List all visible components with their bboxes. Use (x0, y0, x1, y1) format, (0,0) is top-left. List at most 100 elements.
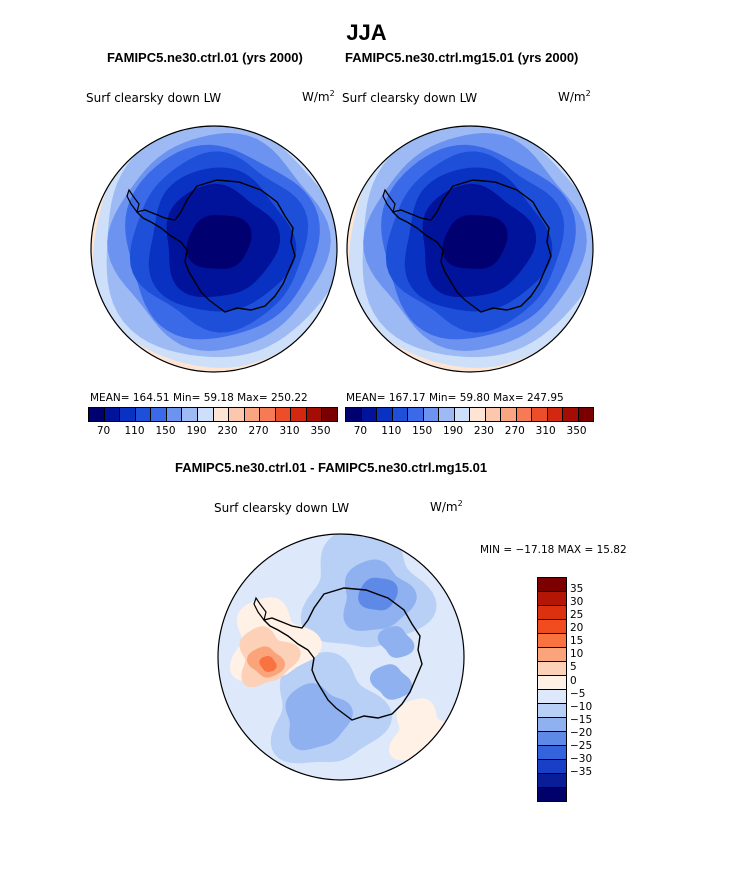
colorbar-swatch (89, 408, 105, 421)
colorbar-swatch (538, 760, 566, 774)
colorbar-swatch (538, 774, 566, 788)
colorbar-swatch (377, 408, 393, 421)
colorbar-swatch (166, 408, 183, 421)
colorbar-tick-label: 310 (279, 425, 300, 437)
panel1-polar-map (90, 125, 338, 373)
colorbar-tick-label: 110 (381, 425, 402, 437)
colorbar-swatch (346, 408, 362, 421)
colorbar-tick-label: −15 (570, 713, 593, 726)
coastline (253, 596, 267, 622)
colorbar-tick-label: 230 (473, 425, 494, 437)
panel2-variable: Surf clearsky down LW (342, 91, 478, 105)
colorbar-swatch (470, 408, 486, 421)
coastline (126, 188, 140, 214)
colorbar-tick-label: 0 (570, 674, 577, 687)
colorbar-tick-label: 310 (535, 425, 556, 437)
panel1-stats: MEAN= 164.51 Min= 59.18 Max= 250.22 (90, 392, 308, 404)
colorbar-tick-label: 25 (570, 609, 584, 622)
colorbar-swatch (423, 408, 439, 421)
colorbar-swatch (291, 408, 307, 421)
colorbar-swatch (485, 408, 501, 421)
map-border (346, 125, 594, 373)
colorbar-tick-label: 230 (217, 425, 238, 437)
colorbar-swatch (392, 408, 408, 421)
colorbar-swatch (244, 408, 261, 421)
colorbar-tick-label: 30 (570, 596, 584, 609)
colorbar-swatch (538, 704, 566, 718)
field-band (285, 683, 353, 751)
field-band (442, 215, 508, 269)
colorbar-swatch (538, 788, 566, 801)
colorbar-tick-label: 5 (570, 661, 577, 674)
panel3-colorbar (537, 577, 567, 802)
panel3-title: FAMIPC5.ne30.ctrl.01 - FAMIPC5.ne30.ctrl… (175, 460, 488, 475)
colorbar-tick-label: −20 (570, 726, 593, 739)
colorbar-swatch (538, 732, 566, 746)
colorbar-swatch (213, 408, 230, 421)
colorbar-tick-label: 150 (155, 425, 176, 437)
colorbar-tick-label: 150 (412, 425, 433, 437)
colorbar-swatch (538, 634, 566, 648)
colorbar-swatch (229, 408, 245, 421)
panel3-stats: MIN = −17.18 MAX = 15.82 (480, 544, 627, 556)
colorbar-tick-label: −25 (570, 739, 593, 752)
colorbar-tick-label: 270 (504, 425, 525, 437)
colorbar-swatch (538, 620, 566, 634)
colorbar-swatch (408, 408, 424, 421)
colorbar-swatch (516, 408, 532, 421)
colorbar-swatch (275, 408, 292, 421)
colorbar-swatch (538, 718, 566, 732)
colorbar-swatch (182, 408, 198, 421)
colorbar-tick-label: 20 (570, 622, 584, 635)
colorbar-tick-label: 190 (186, 425, 207, 437)
colorbar-tick-label: −5 (570, 687, 586, 700)
colorbar-tick-label: −30 (570, 752, 593, 765)
colorbar-swatch (322, 408, 337, 421)
field-band (186, 215, 252, 269)
colorbar-swatch (538, 578, 566, 592)
colorbar-swatch (260, 408, 276, 421)
colorbar-swatch (151, 408, 167, 421)
panel1-units: W/m2 (302, 89, 335, 104)
panel3-variable: Surf clearsky down LW (214, 501, 350, 515)
page-title: JJA (346, 20, 387, 45)
panel1-title: FAMIPC5.ne30.ctrl.01 (yrs 2000) (107, 50, 303, 65)
colorbar-swatch (361, 408, 377, 421)
field-band (369, 664, 413, 700)
field-band (259, 656, 277, 672)
colorbar-tick-label: 350 (566, 425, 587, 437)
colorbar-swatch (538, 606, 566, 620)
colorbar-tick-label: −35 (570, 766, 593, 779)
colorbar-swatch (439, 408, 455, 421)
colorbar-swatch (538, 676, 566, 690)
colorbar-swatch (454, 408, 470, 421)
colorbar-swatch (501, 408, 517, 421)
panel1-colorbar (88, 407, 338, 422)
colorbar-swatch (538, 592, 566, 606)
panel3-polar-map (217, 533, 465, 781)
field-band (377, 626, 415, 658)
panel3-units: W/m2 (430, 499, 463, 514)
panel2-stats: MEAN= 167.17 Min= 59.80 Max= 247.95 (346, 392, 564, 404)
colorbar-swatch (532, 408, 548, 421)
colorbar-tick-label: −10 (570, 700, 593, 713)
panel1-variable: Surf clearsky down LW (86, 91, 222, 105)
colorbar-tick-label: 15 (570, 635, 584, 648)
colorbar-swatch (135, 408, 152, 421)
colorbar-tick-label: 110 (124, 425, 145, 437)
panel2-polar-map (346, 125, 594, 373)
colorbar-swatch (547, 408, 563, 421)
colorbar-tick-label: 35 (570, 583, 584, 596)
map-border (217, 533, 465, 781)
colorbar-swatch (306, 408, 323, 421)
coastline (135, 179, 296, 313)
colorbar-tick-label: 70 (353, 425, 368, 437)
colorbar-swatch (120, 408, 136, 421)
colorbar-swatch (104, 408, 121, 421)
colorbar-tick-label: 350 (310, 425, 331, 437)
panel2-title: FAMIPC5.ne30.ctrl.mg15.01 (yrs 2000) (345, 50, 579, 65)
colorbar-tick-label: 70 (96, 425, 111, 437)
coastline (391, 179, 552, 313)
panel2-units: W/m2 (558, 89, 591, 104)
coastline (382, 188, 396, 214)
